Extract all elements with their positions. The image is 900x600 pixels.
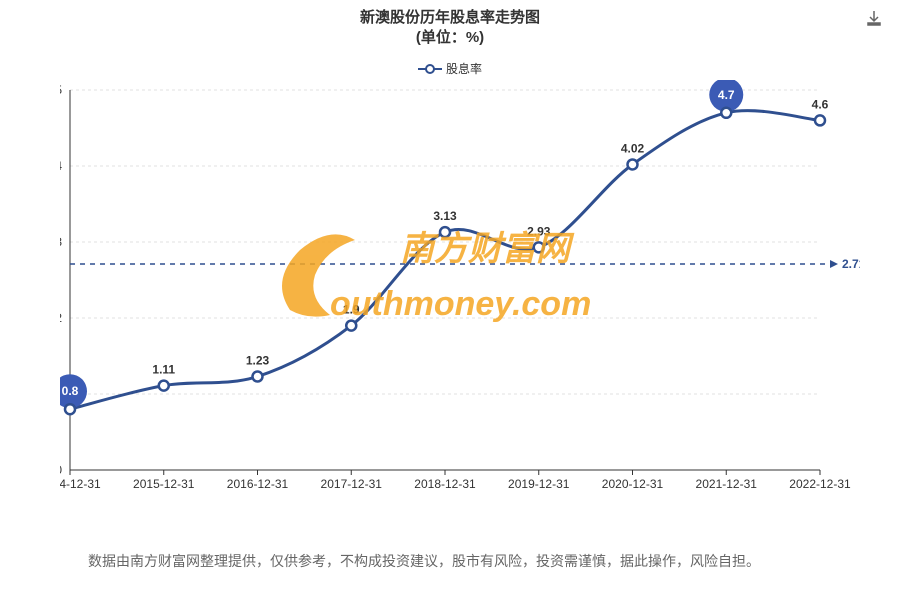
legend-marker	[418, 68, 442, 70]
data-marker	[65, 404, 75, 414]
series-line	[70, 111, 820, 410]
svg-text:4: 4	[60, 159, 62, 173]
svg-text:0.8: 0.8	[62, 384, 79, 398]
chart-title: 新澳股份历年股息率走势图 (单位：%)	[0, 8, 900, 47]
title-line1: 新澳股份历年股息率走势图	[360, 9, 540, 26]
svg-text:4.7: 4.7	[718, 88, 735, 102]
legend-label: 股息率	[446, 60, 482, 77]
svg-text:2: 2	[60, 311, 62, 325]
data-marker	[159, 381, 169, 391]
svg-text:2016-12-31: 2016-12-31	[227, 477, 289, 491]
svg-text:2014-12-31: 2014-12-31	[60, 477, 101, 491]
data-marker	[534, 242, 544, 252]
svg-text:4.02: 4.02	[621, 141, 645, 155]
legend: 股息率	[0, 60, 900, 77]
svg-text:3.13: 3.13	[433, 209, 457, 223]
svg-text:2.71: 2.71	[842, 257, 860, 271]
svg-text:1.11: 1.11	[152, 363, 175, 377]
svg-text:2021-12-31: 2021-12-31	[696, 477, 758, 491]
data-marker	[346, 321, 356, 331]
svg-text:3: 3	[60, 235, 62, 249]
data-marker	[440, 227, 450, 237]
svg-text:2.93: 2.93	[527, 224, 551, 238]
svg-text:2020-12-31: 2020-12-31	[602, 477, 664, 491]
download-icon[interactable]	[866, 10, 882, 26]
data-marker	[628, 159, 638, 169]
svg-text:0: 0	[60, 463, 62, 477]
svg-text:2022-12-31: 2022-12-31	[789, 477, 851, 491]
svg-text:5: 5	[60, 83, 62, 97]
disclaimer: 数据由南方财富网整理提供，仅供参考，不构成投资建议，股市有风险，投资需谨慎，据此…	[88, 551, 848, 572]
data-marker	[721, 108, 731, 118]
title-line2: (单位：%)	[416, 29, 484, 46]
data-marker	[815, 115, 825, 125]
chart-container: 新澳股份历年股息率走势图 (单位：%) 股息率 0123452014-12-31…	[0, 0, 900, 600]
svg-text:4.6: 4.6	[812, 97, 829, 111]
svg-text:2018-12-31: 2018-12-31	[414, 477, 476, 491]
svg-text:1.9: 1.9	[343, 303, 360, 317]
data-marker	[253, 372, 263, 382]
svg-text:2015-12-31: 2015-12-31	[133, 477, 195, 491]
svg-text:1.23: 1.23	[246, 354, 270, 368]
plot-area: 0123452014-12-312015-12-312016-12-312017…	[60, 80, 860, 500]
svg-text:2017-12-31: 2017-12-31	[321, 477, 383, 491]
svg-text:2019-12-31: 2019-12-31	[508, 477, 570, 491]
